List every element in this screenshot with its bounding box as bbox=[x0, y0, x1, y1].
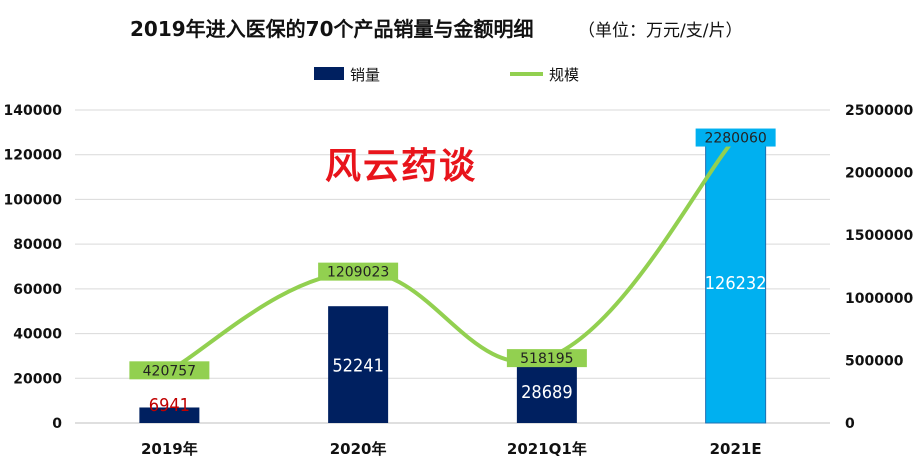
y-left-tick-label: 20000 bbox=[13, 371, 62, 387]
x-axis: 2019年 2020年 2021Q1年 2021E bbox=[141, 440, 762, 458]
y-left-tick-label: 60000 bbox=[13, 282, 62, 298]
bar-series: 6941 52241 28689 126232 bbox=[139, 140, 767, 424]
y-right-tick-label: 500000 bbox=[845, 353, 904, 369]
y-right-tick-label: 1500000 bbox=[845, 228, 913, 244]
bar-value-label: 28689 bbox=[521, 382, 573, 403]
chart-title: 2019年进入医保的70个产品销量与金额明细 bbox=[130, 17, 534, 41]
legend-label-line: 规模 bbox=[549, 66, 579, 84]
line-path bbox=[168, 136, 738, 373]
line-label-box bbox=[695, 128, 776, 147]
bar-value-label: 126232 bbox=[705, 273, 767, 294]
x-tick-label: 2019年 bbox=[141, 440, 198, 458]
bar-value-label: 6941 bbox=[149, 395, 190, 416]
x-tick-label: 2020年 bbox=[330, 440, 387, 458]
bar bbox=[328, 306, 389, 423]
y-axis-right: 0 500000 1000000 1500000 2000000 2500000 bbox=[845, 103, 913, 432]
chart-subtitle: （单位：万元/支/片） bbox=[578, 21, 742, 41]
y-right-tick-label: 2500000 bbox=[845, 103, 913, 119]
legend-swatch-bar bbox=[314, 67, 344, 80]
line-value-label: 1209023 bbox=[327, 265, 389, 281]
y-right-tick-label: 2000000 bbox=[845, 166, 913, 182]
bar bbox=[705, 140, 767, 424]
y-left-tick-label: 120000 bbox=[4, 148, 63, 164]
bar-value-label: 52241 bbox=[332, 356, 384, 377]
bar bbox=[139, 407, 200, 423]
line-label-box bbox=[318, 262, 399, 281]
y-left-tick-label: 0 bbox=[52, 416, 62, 432]
line-value-label: 518195 bbox=[520, 351, 573, 367]
line-value-label: 420757 bbox=[143, 363, 196, 379]
y-left-tick-label: 80000 bbox=[13, 237, 62, 253]
chart-title-group: 2019年进入医保的70个产品销量与金额明细 （单位：万元/支/片） bbox=[130, 17, 742, 41]
legend: 销量 规模 bbox=[314, 66, 579, 84]
y-left-tick-label: 100000 bbox=[4, 192, 63, 208]
y-axis-left: 0 20000 40000 60000 80000 100000 120000 140000 bbox=[4, 103, 63, 432]
line-value-label: 2280060 bbox=[704, 131, 766, 147]
line-series: 420757 1209023 518195 2280060 bbox=[129, 128, 776, 380]
y-left-tick-label: 40000 bbox=[13, 327, 62, 343]
y-left-tick-label: 140000 bbox=[4, 103, 63, 119]
y-right-tick-label: 0 bbox=[845, 416, 855, 432]
legend-label-bar: 销量 bbox=[350, 66, 380, 84]
x-tick-label: 2021E bbox=[710, 440, 762, 458]
x-tick-label: 2021Q1年 bbox=[507, 440, 587, 458]
line-label-box bbox=[129, 361, 210, 380]
bar bbox=[516, 358, 577, 423]
line-label-box bbox=[506, 349, 587, 368]
watermark-text: 风云药谈 bbox=[325, 146, 477, 187]
y-right-tick-label: 1000000 bbox=[845, 291, 913, 307]
